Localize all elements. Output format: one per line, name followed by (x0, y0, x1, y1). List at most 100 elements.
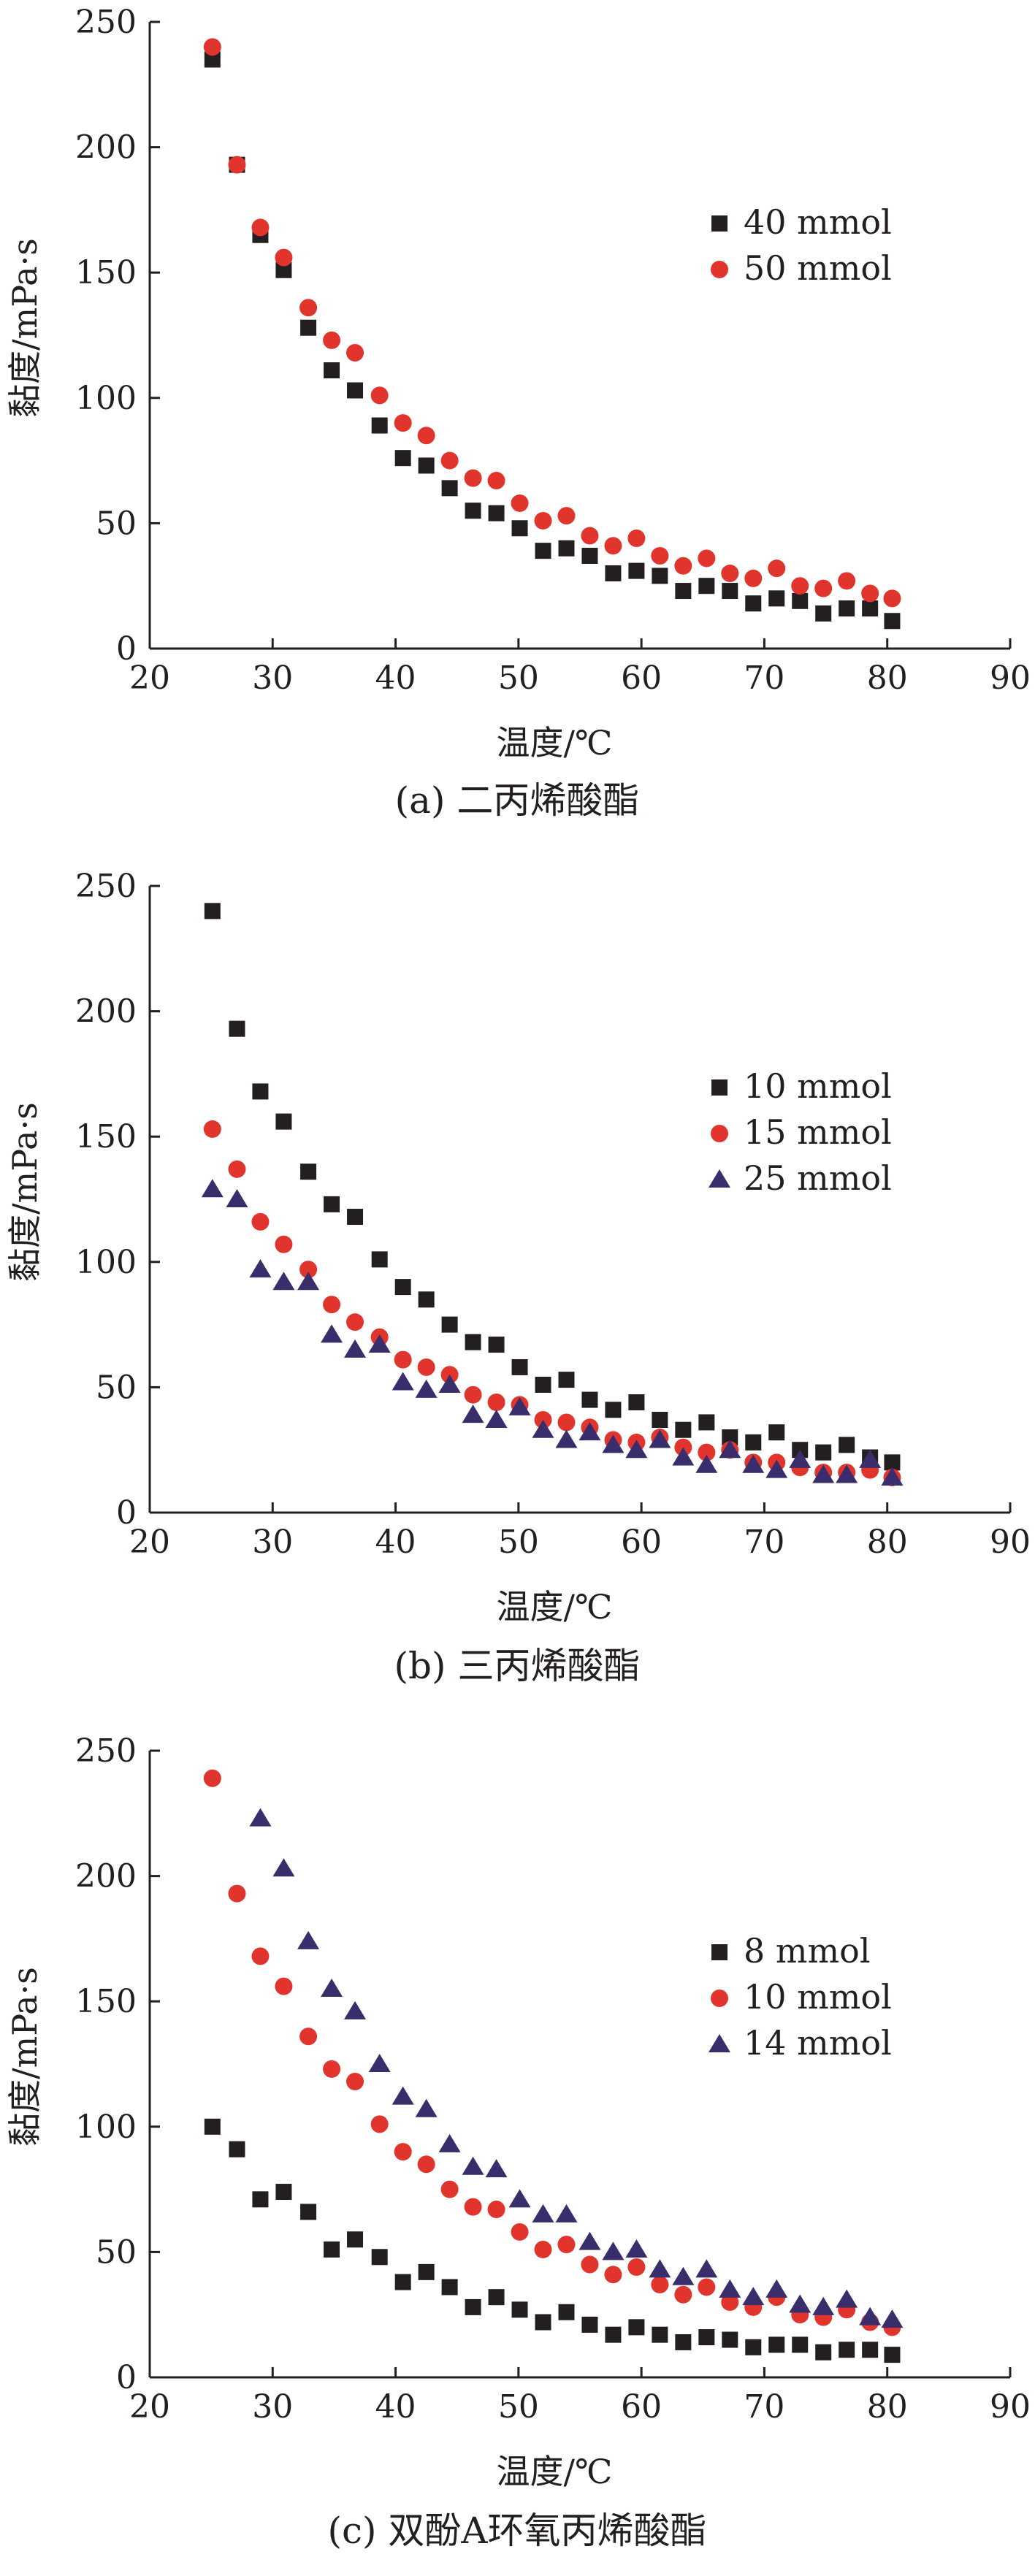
data-point (628, 562, 645, 579)
data-point (299, 1261, 318, 1279)
data-point (251, 1212, 270, 1231)
data-point (465, 2298, 481, 2315)
data-point (465, 1334, 481, 1350)
data-point (394, 450, 411, 467)
data-point (368, 2054, 391, 2072)
y-tick-label: 0 (116, 2359, 137, 2396)
panel-caption: (a) 二丙烯酸酯 (395, 779, 640, 822)
data-point (440, 2180, 459, 2198)
data-point (299, 299, 318, 317)
data-point (881, 1467, 904, 1486)
data-point (511, 2301, 528, 2318)
data-point (346, 2073, 364, 2091)
x-tick-label: 70 (744, 2388, 784, 2426)
legend-label: 10 mmol (744, 1977, 892, 2017)
data-point (371, 2249, 388, 2266)
data-point (815, 2344, 832, 2361)
data-point (347, 2231, 364, 2248)
data-point (651, 547, 669, 565)
data-point (836, 2289, 858, 2308)
legend-marker (711, 1990, 728, 2007)
panel-b: 20 30 40 50 60 70 80 90 0 50 100 150 200 250 温度/℃ 黏度/mP… (5, 868, 1031, 1687)
data-point (371, 1251, 388, 1268)
data-point (323, 1296, 341, 1314)
series-square (204, 51, 901, 630)
data-point (649, 2259, 671, 2278)
data-point (201, 1179, 224, 1198)
data-point (698, 1443, 716, 1461)
y-tick-label: 200 (75, 993, 137, 1031)
data-point (742, 2287, 765, 2306)
data-point (226, 1189, 248, 1207)
data-point (581, 2316, 598, 2333)
data-point (765, 2279, 788, 2298)
data-point (719, 2279, 741, 2298)
data-point (884, 2347, 901, 2363)
data-point (789, 1449, 811, 1468)
data-point (229, 1020, 245, 1037)
data-point (487, 472, 505, 490)
data-point (487, 2201, 505, 2219)
data-point (508, 1396, 531, 1415)
data-point (324, 362, 340, 379)
data-point (394, 1279, 411, 1296)
data-point (324, 2241, 340, 2258)
data-point (674, 2285, 692, 2304)
series-square (204, 903, 901, 1471)
x-tick-label: 80 (867, 660, 908, 697)
data-point (415, 2098, 438, 2117)
data-point (297, 1272, 320, 1291)
data-point (392, 1372, 414, 1391)
x-tick-label: 70 (744, 660, 784, 697)
data-point (532, 2204, 554, 2223)
data-point (323, 2060, 341, 2078)
data-point (485, 2159, 508, 2178)
data-point (745, 595, 762, 612)
x-tick-label: 30 (252, 2388, 293, 2426)
data-point (627, 529, 646, 547)
data-point (722, 2331, 738, 2348)
data-point (557, 1413, 576, 1432)
y-axis-label: 黏度/mPa·s (5, 1967, 45, 2147)
legend-label: 40 mmol (744, 202, 892, 242)
data-point (462, 2156, 484, 2175)
x-tick-label: 50 (498, 1524, 539, 1561)
data-point (488, 505, 505, 521)
legend-marker (709, 1169, 730, 1188)
data-point (488, 1337, 505, 1353)
x-axis-label: 温度/℃ (497, 2452, 613, 2491)
data-point (581, 1391, 598, 1408)
data-point (602, 1434, 625, 1453)
data-point (464, 469, 482, 487)
y-tick-label: 250 (75, 868, 137, 905)
data-point (464, 1386, 482, 1404)
data-point (299, 2027, 318, 2046)
data-point (418, 1291, 435, 1308)
x-tick-label: 80 (867, 1524, 908, 1561)
data-point (464, 2198, 482, 2216)
data-point (628, 1394, 645, 1410)
data-point (300, 319, 317, 336)
data-point (251, 1947, 270, 1965)
data-point (275, 1977, 293, 1995)
data-point (228, 1160, 246, 1178)
data-point (839, 600, 855, 617)
y-tick-label: 50 (96, 1369, 137, 1406)
x-tick-label: 70 (744, 1524, 784, 1561)
data-point (417, 427, 435, 445)
legend-label: 14 mmol (744, 2023, 892, 2063)
data-point (698, 2278, 716, 2296)
data-point (535, 543, 551, 559)
data-point (721, 2293, 739, 2312)
legend-marker (711, 215, 727, 232)
data-point (652, 1412, 668, 1429)
series-triangle (201, 1179, 904, 1486)
data-point (275, 2184, 292, 2201)
data-point (838, 572, 856, 590)
data-point (765, 1459, 788, 1478)
data-point (675, 583, 692, 600)
data-point (558, 1372, 575, 1388)
data-point (323, 331, 341, 349)
y-tick-label: 100 (75, 1244, 137, 1281)
data-point (438, 1374, 461, 1393)
